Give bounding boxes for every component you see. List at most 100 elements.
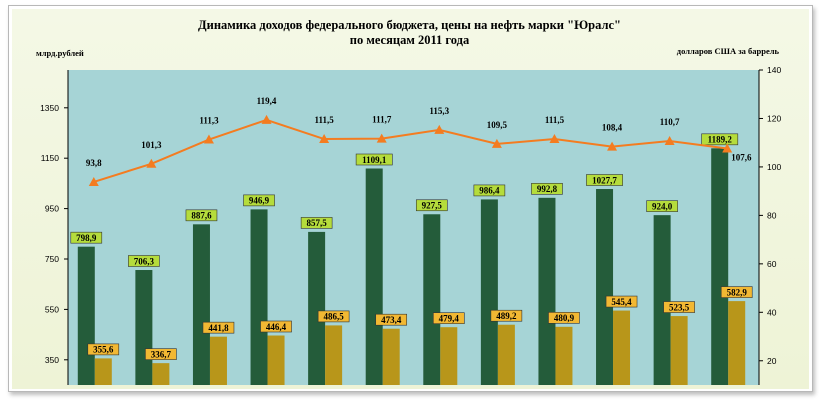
price-data-label-bg bbox=[432, 312, 465, 324]
revenue-bar bbox=[250, 209, 268, 385]
revenue-data-label-bg bbox=[300, 217, 333, 229]
y-axis-left-label: млрд.рублей bbox=[36, 48, 84, 58]
oil-price-line bbox=[93, 118, 728, 183]
price-data-label: 336,7 bbox=[151, 349, 172, 359]
price-data-label: 489,2 bbox=[496, 311, 517, 321]
price-data-label-bg bbox=[663, 301, 695, 313]
price-bar bbox=[440, 327, 458, 385]
plot-area bbox=[68, 70, 759, 385]
revenue-bar bbox=[653, 215, 671, 385]
revenue-bar bbox=[711, 148, 729, 385]
price-data-label-bg bbox=[548, 312, 580, 324]
price-bar bbox=[670, 316, 688, 385]
price-data-label: 479,4 bbox=[439, 313, 460, 323]
revenue-bar bbox=[480, 199, 498, 385]
revenue-data-label-bg bbox=[473, 184, 506, 197]
price-data-label-bg bbox=[720, 286, 753, 298]
oil-price-data-label: 110,7 bbox=[660, 117, 680, 127]
oil-price-data-label: 115,3 bbox=[429, 106, 449, 116]
y-left-tick-label: 550 bbox=[45, 304, 59, 314]
price-data-label-bg bbox=[202, 321, 235, 334]
oil-price-data-label: 107,6 bbox=[731, 153, 752, 163]
revenue-data-label-bg bbox=[70, 231, 103, 244]
revenue-data-label-bg bbox=[646, 200, 678, 212]
revenue-data-label-bg bbox=[128, 255, 160, 267]
revenue-data-label-bg bbox=[415, 199, 448, 212]
y-left-tick-label: 750 bbox=[45, 254, 59, 264]
price-data-label-bg bbox=[260, 320, 292, 333]
oil-price-data-label: 111,3 bbox=[199, 116, 219, 126]
revenue-data-label: 1027,7 bbox=[592, 175, 617, 185]
revenue-data-label: 992,8 bbox=[537, 184, 558, 194]
oil-price-marker bbox=[88, 176, 99, 186]
oil-price-marker bbox=[203, 134, 214, 144]
revenue-bar bbox=[135, 270, 153, 385]
revenue-data-label-bg bbox=[701, 133, 739, 146]
oil-price-data-label: 111,5 bbox=[314, 115, 334, 125]
revenue-data-label-bg bbox=[243, 194, 275, 207]
oil-price-marker bbox=[319, 134, 330, 144]
y-right-tick-label: 40 bbox=[767, 307, 777, 317]
price-bar bbox=[613, 310, 631, 385]
price-bar bbox=[555, 326, 573, 385]
y-left-tick-label: 1350 bbox=[40, 103, 59, 113]
y-left-tick-label: 350 bbox=[45, 355, 59, 365]
oil-price-marker bbox=[376, 133, 387, 143]
revenue-data-label: 924,0 bbox=[652, 201, 673, 211]
price-data-label: 545,4 bbox=[611, 297, 632, 307]
revenue-bar bbox=[538, 197, 556, 385]
oil-price-data-label: 93,8 bbox=[86, 158, 102, 168]
price-data-label: 480,9 bbox=[554, 313, 575, 323]
revenue-data-label: 1189,2 bbox=[708, 135, 733, 145]
revenue-data-label: 857,5 bbox=[307, 218, 328, 228]
oil-price-marker bbox=[664, 135, 675, 145]
price-bar bbox=[152, 363, 170, 385]
revenue-data-label-bg bbox=[185, 209, 218, 222]
oil-price-marker bbox=[146, 158, 157, 168]
price-data-label: 441,8 bbox=[208, 323, 229, 333]
chart-title-line1: Динамика доходов федерального бюджета, ц… bbox=[198, 18, 621, 32]
revenue-data-label-bg bbox=[586, 174, 623, 186]
price-bar bbox=[728, 301, 746, 385]
price-data-label: 355,6 bbox=[93, 345, 114, 355]
price-data-label: 523,5 bbox=[669, 302, 690, 312]
revenue-data-label: 798,9 bbox=[76, 233, 97, 243]
revenue-data-label: 1109,1 bbox=[362, 155, 387, 165]
revenue-data-label: 706,3 bbox=[134, 256, 155, 266]
revenue-bar bbox=[365, 168, 383, 385]
price-data-label-bg bbox=[317, 310, 350, 323]
oil-price-data-label: 119,4 bbox=[257, 96, 277, 106]
oil-price-marker bbox=[434, 124, 445, 134]
price-bar bbox=[94, 358, 112, 385]
oil-price-marker bbox=[549, 134, 560, 144]
price-data-label: 582,9 bbox=[727, 287, 748, 297]
oil-price-marker bbox=[261, 114, 272, 124]
revenue-bar bbox=[423, 214, 441, 385]
revenue-bar bbox=[77, 246, 95, 385]
price-data-label: 486,5 bbox=[324, 312, 345, 322]
y-axis-right-label: долларов США за баррель bbox=[676, 46, 779, 56]
oil-price-data-label: 101,3 bbox=[141, 140, 162, 150]
price-data-label-bg bbox=[490, 309, 523, 322]
price-bar bbox=[325, 325, 343, 385]
y-left-tick-label: 950 bbox=[45, 204, 59, 214]
chart-title-line2: по месяцам 2011 года bbox=[349, 33, 470, 47]
y-right-tick-label: 120 bbox=[767, 113, 781, 123]
price-data-label: 473,4 bbox=[381, 315, 402, 325]
price-bar bbox=[382, 328, 400, 385]
revenue-data-label: 986,4 bbox=[479, 186, 500, 196]
revenue-bar bbox=[192, 224, 210, 385]
oil-price-data-label: 111,7 bbox=[372, 115, 392, 125]
oil-price-data-label: 109,5 bbox=[487, 120, 508, 130]
price-data-label-bg bbox=[145, 348, 177, 360]
oil-price-marker bbox=[722, 143, 733, 153]
y-right-tick-label: 20 bbox=[767, 356, 777, 366]
price-data-label-bg bbox=[87, 343, 120, 356]
revenue-data-label: 927,5 bbox=[422, 201, 443, 211]
oil-price-data-label: 108,4 bbox=[602, 123, 623, 133]
y-right-tick-label: 140 bbox=[767, 65, 781, 75]
revenue-bar bbox=[308, 231, 326, 385]
oil-price-marker bbox=[607, 141, 618, 151]
y-right-tick-label: 60 bbox=[767, 259, 777, 269]
revenue-data-label-bg bbox=[531, 183, 563, 195]
